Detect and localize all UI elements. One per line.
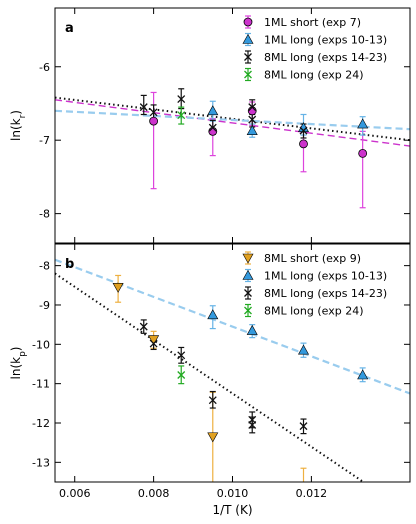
data-point xyxy=(148,335,160,346)
data-point xyxy=(208,396,217,405)
data-point xyxy=(112,282,124,293)
data-point xyxy=(177,95,186,104)
plot-area-b xyxy=(55,258,410,482)
y-tick-label: -10 xyxy=(32,338,50,351)
legend-a: 1ML short (exp 7) 1ML long (exps 10-13) 8M… xyxy=(242,15,387,82)
y-axis-label-a: ln(kr) xyxy=(9,110,28,141)
legend-entry: 1ML short (exp 7) xyxy=(264,16,361,29)
data-point xyxy=(297,344,310,355)
x-tick-label: 0.010 xyxy=(217,487,249,500)
y-tick-label: -12 xyxy=(32,417,50,430)
data-point xyxy=(207,105,219,116)
fit-line-dashed xyxy=(55,258,410,395)
data-point xyxy=(207,309,219,320)
legend-entry: 1ML long (exps 10-13) xyxy=(264,34,387,47)
error-bar xyxy=(300,467,307,482)
legend-marker xyxy=(242,33,254,44)
legend-b: 8ML short (exp 9) 1ML long (exps 10-13) 8M… xyxy=(242,251,387,318)
panel-label: a xyxy=(65,21,74,36)
x-tick-label: 0.008 xyxy=(138,487,170,500)
data-point xyxy=(358,149,368,158)
y-tick-label: -9 xyxy=(39,299,50,312)
legend-entry: 8ML long (exps 14-23) xyxy=(264,287,387,300)
data-point xyxy=(299,422,308,431)
x-axis-label: 1/T (K) xyxy=(212,503,252,517)
data-point xyxy=(177,371,186,379)
data-point xyxy=(246,125,258,135)
y-axis-label-b: ln(kp) xyxy=(9,347,28,380)
plot-area-a xyxy=(55,88,410,209)
error-bar xyxy=(140,94,147,116)
legend-entry: 8ML long (exps 14-23) xyxy=(264,51,387,64)
y-tick-label: -6 xyxy=(39,61,50,74)
y-tick-label: -8 xyxy=(39,208,50,221)
data-point xyxy=(149,116,159,126)
data-point xyxy=(297,122,310,133)
data-point xyxy=(149,339,158,348)
legend-marker xyxy=(242,269,254,280)
legend-marker xyxy=(243,17,253,27)
data-point xyxy=(177,111,186,120)
data-point xyxy=(246,324,258,335)
data-point xyxy=(357,369,369,380)
y-tick-label: -8 xyxy=(39,260,50,273)
data-point xyxy=(299,126,308,135)
legend-marker xyxy=(244,70,252,79)
y-tick-label: -7 xyxy=(39,134,50,147)
panel-label: b xyxy=(65,257,74,272)
legend-marker xyxy=(244,306,252,315)
data-point xyxy=(248,103,257,112)
legend-entry: 8ML long (exp 24) xyxy=(264,305,364,318)
legend-marker xyxy=(244,289,252,297)
data-point xyxy=(177,351,186,360)
data-point xyxy=(207,432,219,443)
error-bar xyxy=(359,130,366,209)
fit-line-dashed xyxy=(55,99,410,147)
legend-entry: 1ML long (exps 10-13) xyxy=(264,270,387,283)
x-tick-label: 0.006 xyxy=(59,487,91,500)
panel-a: -8 -7 -6 ln(kr) a 1ML short (exp 7) 1ML long (… xyxy=(9,7,411,244)
legend-entry: 8ML short (exp 9) xyxy=(264,252,361,265)
legend-marker xyxy=(242,253,254,264)
data-point xyxy=(149,108,158,117)
x-tick-label: 0.012 xyxy=(296,487,328,500)
data-point xyxy=(139,103,148,112)
data-point xyxy=(299,139,308,149)
legend-entry: 8ML long (exp 24) xyxy=(264,69,364,82)
data-point xyxy=(208,123,217,132)
data-point xyxy=(248,420,257,429)
data-point xyxy=(139,322,148,331)
fit-line-dotted xyxy=(55,96,410,142)
legend-marker xyxy=(244,53,252,61)
panel-b: -13 -12 -11 -10 -9 -8 0.006 0.008 0.010 0.012 ln(k… xyxy=(9,243,411,517)
y-tick-label: -11 xyxy=(32,378,50,391)
fit-line-dashed xyxy=(55,109,410,131)
y-tick-label: -13 xyxy=(32,456,50,469)
data-point xyxy=(357,118,369,129)
data-point xyxy=(248,115,257,124)
